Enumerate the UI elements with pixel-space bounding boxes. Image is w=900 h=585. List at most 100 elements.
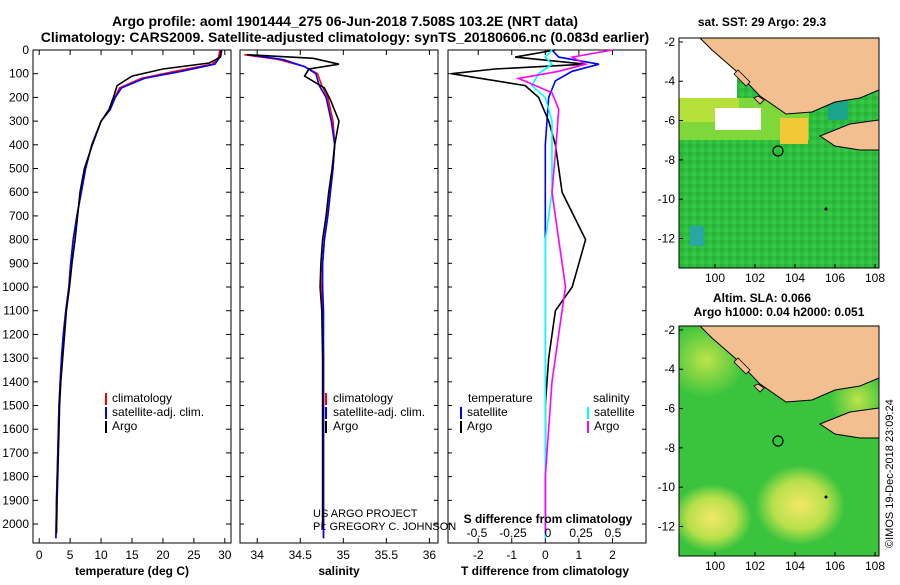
t-difference-x-label: T difference from climatology	[461, 564, 629, 578]
series-line-temperature-satellite	[544, 49, 600, 539]
imos-credit: ©IMOS 19-Dec-2018 23:09:24	[884, 399, 896, 548]
map-y-tick-label: -10	[658, 192, 676, 206]
s-tick-label: -0.5	[467, 526, 488, 540]
temperature-legend: climatology satellite-adj. clim. Argo	[105, 391, 204, 433]
sst-map-ticks: 100 102 104 106 108 -2 -4 -6 -8 -10 -12	[658, 35, 886, 285]
depth-tick-label: 1500	[2, 399, 29, 413]
sla-map-title-line1: Altim. SLA: 0.066	[713, 291, 811, 305]
x-tick-label: 1	[576, 548, 583, 562]
series-line-salinity-argo	[515, 49, 613, 534]
sla-map-ticks: 100 102 104 106 108 -2 -4 -6 -8 -10 -12	[658, 323, 886, 573]
series-line-satellite-adj-clim-	[248, 53, 336, 539]
temperature-series	[55, 49, 223, 539]
x-tick-label: 20	[156, 548, 170, 562]
x-tick-label: 34	[251, 548, 265, 562]
x-tick-label: 0	[36, 548, 43, 562]
map-y-tick-label: -8	[664, 153, 675, 167]
legend-label-t-satellite: satellite	[467, 405, 508, 419]
temperature-plot-frame	[32, 49, 232, 544]
legend-label-argo: Argo	[112, 419, 138, 433]
map-x-tick-label: 102	[745, 559, 765, 573]
temperature-x-label: temperature (deg C)	[75, 564, 189, 578]
sla-high-anomaly	[679, 484, 752, 552]
s-difference-tick-labels: -0.5 -0.25 0 0.25 0.5	[467, 526, 622, 540]
sst-cloud-gap	[715, 108, 761, 130]
depth-tick-label: 500	[9, 162, 29, 176]
sla-island	[753, 383, 765, 393]
depth-tick-label: 400	[9, 138, 29, 152]
depth-tick-label: 700	[9, 209, 29, 223]
depth-tick-label: 0	[22, 43, 29, 57]
salinity-x-label: salinity	[318, 564, 360, 578]
depth-tick-label: 300	[9, 114, 29, 128]
sst-land-java	[818, 119, 879, 151]
legend-label-satellite: satellite-adj. clim.	[333, 405, 425, 419]
series-line-climatology	[55, 49, 221, 539]
depth-tick-label: 600	[9, 185, 29, 199]
map-y-tick-label: -4	[664, 74, 675, 88]
temperature-panel: 0100200300400500600700800900100011001200…	[2, 43, 232, 578]
series-line-salinity-satellite	[530, 49, 554, 539]
sst-map-frame	[678, 37, 880, 269]
sst-warm-patch	[780, 118, 808, 144]
sla-land-sumatra	[699, 326, 879, 403]
map-y-tick-label: -10	[658, 480, 676, 494]
legend-label-climatology: climatology	[112, 391, 172, 405]
map-x-tick-label: 102	[745, 271, 765, 285]
project-credit-line1: US ARGO PROJECT	[313, 508, 418, 520]
difference-legend: temperature satellite Argo salinity sate…	[460, 391, 635, 433]
x-tick-label: 5	[67, 548, 74, 562]
depth-tick-label: 1000	[2, 280, 29, 294]
legend-label-climatology: climatology	[333, 391, 393, 405]
difference-panel: -2 -1 0 1 2 S difference from climatology -0…	[447, 49, 647, 578]
depth-tick-label: 800	[9, 233, 29, 247]
depth-tick-label: 2000	[2, 517, 29, 531]
depth-tick-label: 100	[9, 67, 29, 81]
x-tick-label: 30	[218, 548, 232, 562]
map-y-tick-label: -2	[664, 323, 675, 337]
difference-y-minor-ticks	[448, 49, 646, 525]
map-y-tick-label: -12	[658, 520, 676, 534]
map-x-tick-label: 104	[785, 271, 805, 285]
legend-label-satellite: satellite-adj. clim.	[112, 405, 204, 419]
map-x-tick-label: 104	[785, 559, 805, 573]
depth-tick-label: 1200	[2, 327, 29, 341]
s-tick-label: -0.25	[499, 526, 527, 540]
map-y-tick-label: -6	[664, 402, 675, 416]
sst-profile-marker	[772, 145, 784, 157]
legend-label-s-satellite: satellite	[594, 405, 635, 419]
salinity-series	[244, 53, 340, 539]
sla-land-java	[818, 407, 879, 439]
salinity-legend: climatology satellite-adj. clim. Argo	[325, 391, 425, 433]
figure-title-line2: Climatology: CARS2009. Satellite-adjuste…	[41, 29, 649, 45]
sst-map-title: sat. SST: 29 Argo: 29.3	[698, 15, 827, 29]
sla-small-island	[824, 495, 828, 499]
depth-tick-label: 1600	[2, 422, 29, 436]
series-line-argo	[246, 53, 340, 529]
map-y-tick-label: -8	[664, 441, 675, 455]
legend-label-t-argo: Argo	[467, 419, 493, 433]
x-tick-label: -1	[506, 548, 517, 562]
difference-plot-frame	[447, 49, 647, 544]
legend-label-argo: Argo	[333, 419, 359, 433]
x-tick-label: 34.5	[289, 548, 313, 562]
x-tick-label: 2	[609, 548, 616, 562]
map-y-tick-label: -6	[664, 114, 675, 128]
depth-tick-label: 900	[9, 256, 29, 270]
sst-cool-patch	[690, 226, 704, 246]
x-tick-label: 35	[337, 548, 351, 562]
legend-title-salinity: salinity	[593, 391, 630, 405]
sst-cool-patch	[828, 100, 848, 120]
project-credit-line2: PI: GREGORY C. JOHNSON	[313, 521, 456, 533]
map-x-tick-label: 108	[865, 559, 885, 573]
s-tick-label: 0.25	[569, 526, 593, 540]
map-x-tick-label: 106	[825, 271, 845, 285]
sst-land-sumatra	[699, 38, 879, 115]
series-line-satellite-adj-clim-	[55, 49, 222, 539]
salinity-plot-frame	[239, 49, 439, 544]
depth-tick-label: 1100	[3, 304, 29, 318]
sst-map-panel: sat. SST: 29 Argo: 29.3 100 102 104 106 108 -…	[658, 15, 886, 285]
sst-island	[733, 69, 751, 87]
depth-tick-label: 200	[9, 90, 29, 104]
